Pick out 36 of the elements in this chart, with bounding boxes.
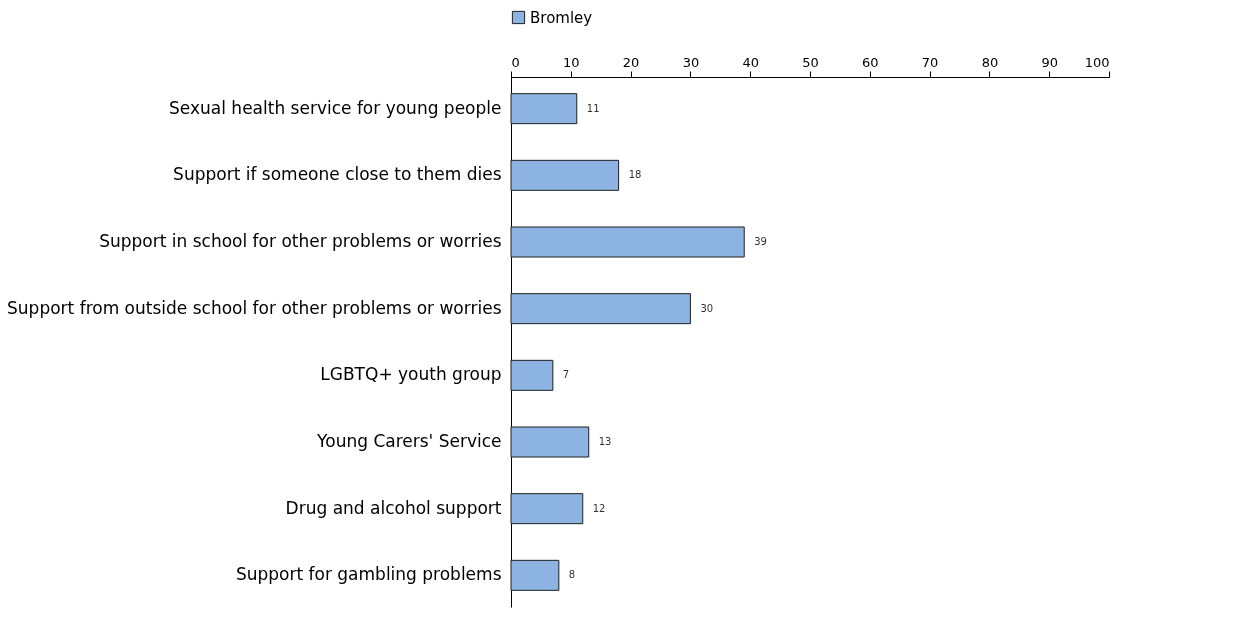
data-label: 7 [562,369,570,381]
data-label: 13 [598,436,612,447]
data-label: 30 [700,302,714,314]
x-tick-label: 10 [563,54,580,70]
bar [510,159,620,191]
y-tick-label: Support from outside school for other problems or worries [7,297,502,318]
bar [510,226,745,258]
y-tick-label: Drug and alcohol support [285,497,502,518]
bar [510,426,590,458]
data-label: 12 [592,502,606,514]
x-tick-label: 40 [742,54,759,70]
data-label: 18 [628,169,642,181]
x-tick-label: 70 [921,54,939,70]
bar [510,359,554,391]
legend-label: Bromley [530,8,593,27]
y-tick-label: Support for gambling problems [235,564,502,585]
x-tick-label: 90 [1041,54,1058,70]
x-tick-label: 0 [511,54,520,70]
data-label: 39 [754,236,767,247]
bar [510,559,560,591]
data-label: 11 [586,102,600,114]
x-tick-label: 60 [862,54,879,70]
y-tick-label: Sexual health service for young people [169,97,502,118]
bar [510,493,584,525]
x-tick-label: 30 [682,54,700,70]
y-tick-label: Young Carers' Service [316,431,502,451]
y-tick-label: Support if someone close to them dies [173,164,502,185]
x-tick-label: 100 [1084,54,1110,70]
bar [510,293,691,325]
x-tick-label: 50 [802,54,819,70]
y-tick-label: Support in school for other problems or worries [99,231,502,251]
x-tick-label: 20 [622,54,640,70]
data-label: 8 [568,569,576,581]
bar [510,93,578,125]
y-tick-label: LGBTQ+ youth group [320,364,502,385]
x-tick-label: 80 [981,54,999,70]
